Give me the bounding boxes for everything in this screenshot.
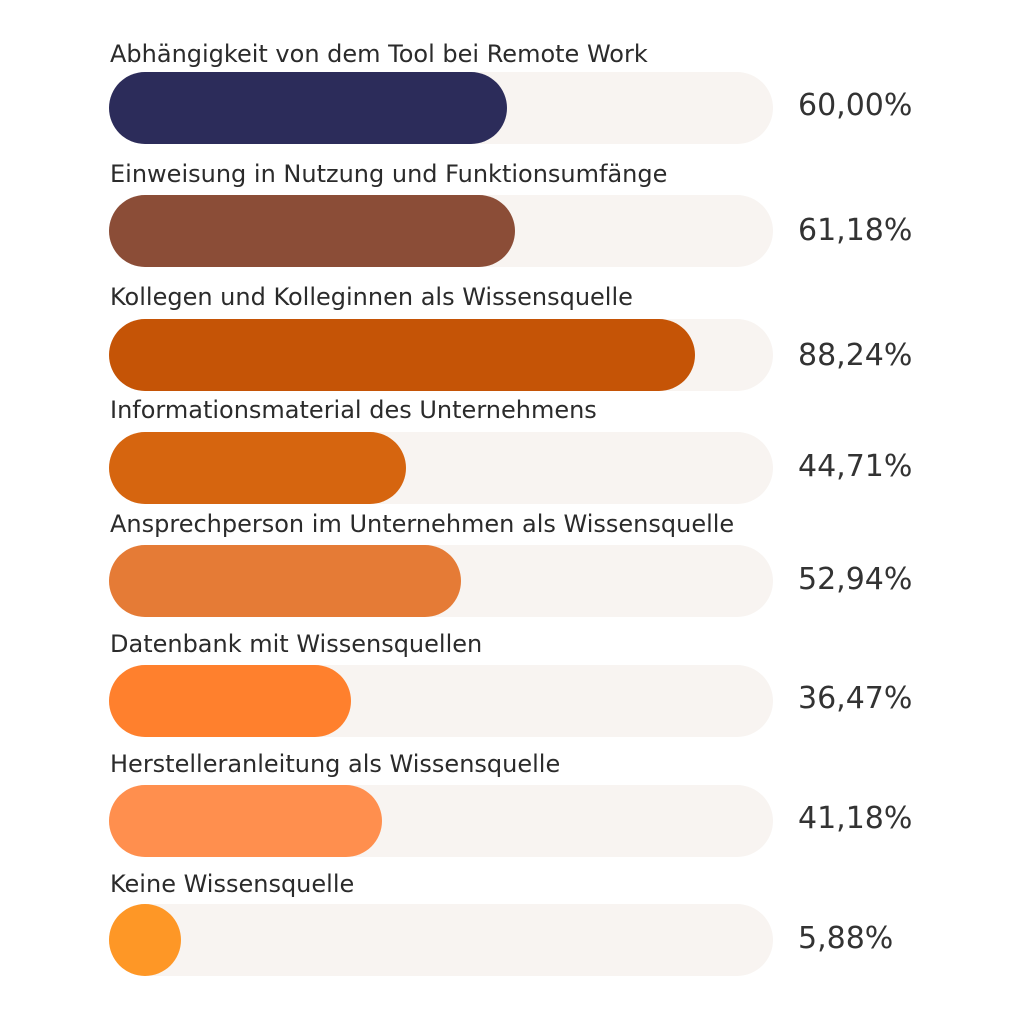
bar: [109, 72, 508, 144]
bar-track: [109, 545, 773, 617]
bar-track: [109, 319, 773, 391]
bar: [109, 545, 461, 617]
bar-track: [109, 904, 773, 976]
bar-track: [109, 195, 773, 267]
category-label: Datenbank mit Wissensquellen: [110, 630, 483, 658]
category-label: Ansprechperson im Unternehmen als Wissen…: [110, 510, 735, 538]
bar: [109, 665, 352, 737]
category-label: Kollegen und Kolleginnen als Wissensquel…: [110, 283, 633, 311]
value-label: 36,47%: [798, 681, 913, 716]
bar: [109, 904, 181, 976]
value-label: 52,94%: [798, 562, 913, 597]
value-label: 88,24%: [798, 338, 913, 373]
bar: [109, 195, 516, 267]
value-label: 60,00%: [798, 88, 913, 123]
value-label: 41,18%: [798, 801, 913, 836]
category-label: Abhängigkeit von dem Tool bei Remote Wor…: [110, 40, 648, 68]
bar-track: [109, 665, 773, 737]
bar: [109, 319, 695, 391]
bar: [109, 785, 383, 857]
category-label: Keine Wissensquelle: [110, 870, 355, 898]
bar-track: [109, 785, 773, 857]
category-label: Einweisung in Nutzung und Funktionsumfän…: [110, 160, 668, 188]
value-label: 61,18%: [798, 213, 913, 248]
category-label: Herstelleranleitung als Wissensquelle: [110, 750, 561, 778]
value-label: 44,71%: [798, 449, 913, 484]
value-label: 5,88%: [798, 921, 894, 956]
bar-track: [109, 432, 773, 504]
bar: [109, 432, 406, 504]
bar-track: [109, 72, 773, 144]
category-label: Informationsmaterial des Unternehmens: [110, 396, 597, 424]
